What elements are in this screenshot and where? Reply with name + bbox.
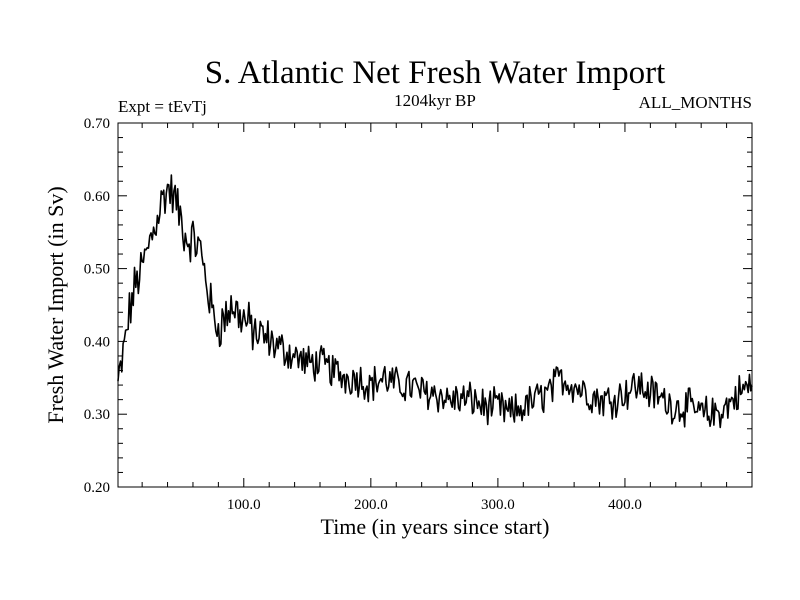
y-tick-label: 0.40 — [84, 334, 110, 350]
y-tick-label: 0.30 — [84, 407, 110, 423]
chart-title: S. Atlantic Net Fresh Water Import — [205, 55, 666, 91]
x-tick-label: 200.0 — [354, 497, 388, 513]
y-tick-label: 0.70 — [84, 116, 110, 132]
x-tick-label: 100.0 — [227, 497, 261, 513]
y-axis-label: Fresh Water Import (in Sv) — [43, 186, 68, 423]
period-label: 1204kyr BP — [394, 91, 476, 110]
series-layer — [117, 174, 753, 429]
x-tick-label: 300.0 — [481, 497, 515, 513]
months-label: ALL_MONTHS — [639, 93, 752, 112]
plot-frame — [117, 122, 753, 488]
x-tick-label: 400.0 — [608, 497, 642, 513]
y-axis: 0.20 0.30 0.40 0.50 0.60 0.70 — [84, 116, 752, 496]
y-tick-label: 0.20 — [84, 480, 110, 496]
experiment-label: Expt = tEvTj — [118, 97, 207, 116]
x-axis-label: Time (in years since start) — [321, 514, 550, 539]
series-line — [117, 174, 753, 429]
y-tick-label: 0.60 — [84, 189, 110, 205]
x-axis: 100.0 200.0 300.0 400.0 — [141, 123, 728, 513]
y-tick-label: 0.50 — [84, 262, 110, 278]
